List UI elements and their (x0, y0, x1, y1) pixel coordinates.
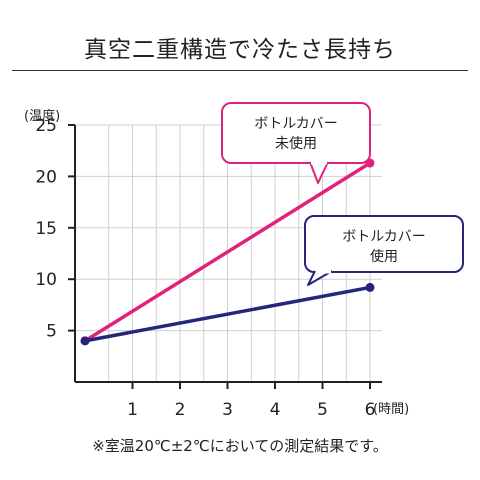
chart-axes (68, 124, 382, 389)
x-tick-label: 4 (270, 400, 281, 420)
y-axis-label: (温度) (24, 108, 60, 124)
y-tick-label: 10 (35, 270, 57, 290)
callout-label: ボトルカバー (254, 116, 338, 132)
x-tick-label: 5 (317, 400, 328, 420)
y-tick-label: 25 (35, 116, 57, 136)
title-divider (12, 70, 468, 71)
callout-label: 未使用 (275, 135, 317, 152)
series-line (84, 285, 371, 343)
x-tick-label: 1 (127, 400, 138, 420)
x-tick-label: 2 (175, 400, 186, 420)
series-line (84, 161, 371, 343)
data-point (80, 336, 90, 346)
x-axis-label: (時間) (373, 402, 409, 417)
data-point (365, 282, 375, 292)
y-tick-label: 15 (35, 219, 57, 239)
callout-box (304, 215, 464, 273)
y-tick-label: 5 (46, 322, 57, 342)
page-title: 真空二重構造で冷たさ長持ち (84, 37, 396, 63)
callout-tail (309, 161, 329, 184)
x-tick-label: 3 (222, 400, 233, 420)
y-tick-label: 20 (35, 167, 57, 187)
callout-box (221, 102, 371, 164)
chart-tick-labels: 5 10 15 20 25 1 2 3 4 5 6 (35, 116, 375, 420)
measurement-note: ※室温20℃±2℃においての測定結果です。 (92, 437, 388, 455)
callout-tail (307, 270, 333, 286)
callout-label: 使用 (370, 248, 398, 265)
callout-label: ボトルカバー (342, 229, 426, 245)
x-tick-label: 6 (365, 400, 376, 420)
chart-series (80, 158, 375, 346)
